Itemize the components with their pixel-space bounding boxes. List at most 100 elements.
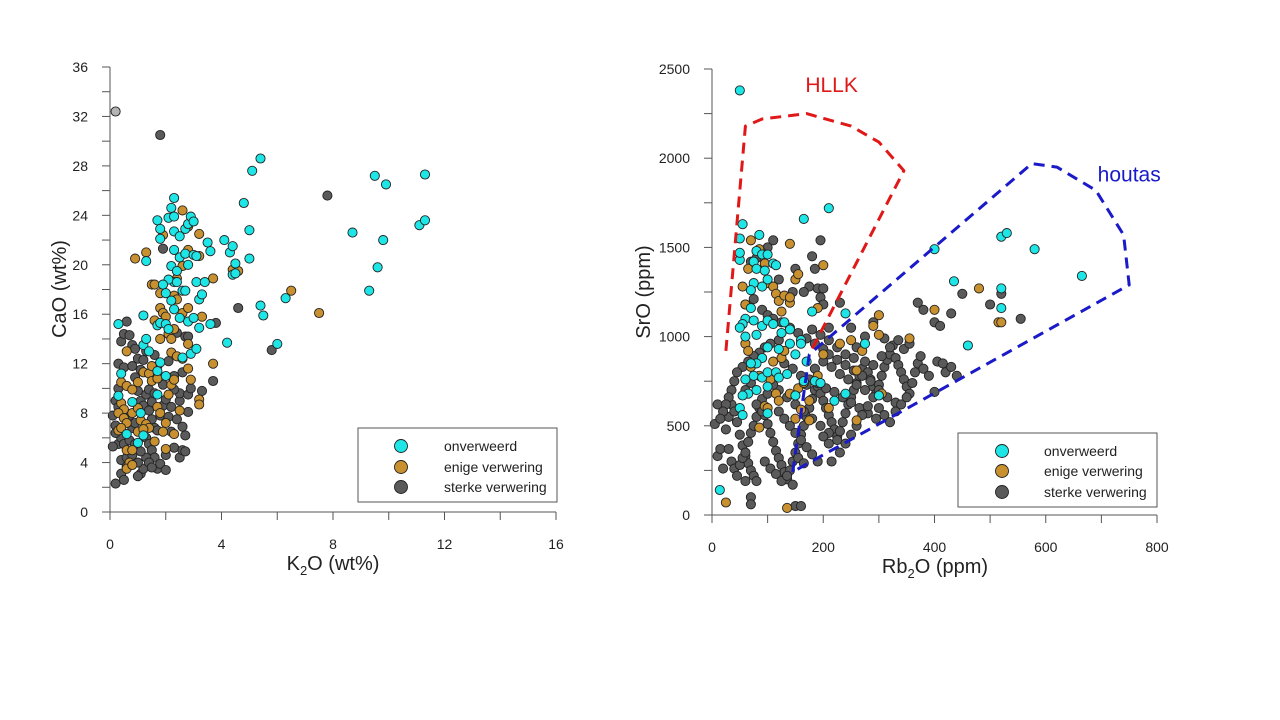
y-tick-label: 0 [80, 504, 88, 520]
data-point-onverweerd [163, 324, 174, 335]
data-point-sterke-verwering [868, 360, 879, 371]
y-tick-label: 0 [682, 507, 690, 523]
data-point-sterke-verwering [183, 406, 194, 417]
data-point-sterke-verwering [818, 283, 829, 294]
data-point-onverweerd [419, 215, 431, 226]
data-point-enige-verwering [782, 502, 793, 513]
data-point-enige-verwering [121, 346, 132, 357]
data-point-sterke-verwering [876, 370, 887, 381]
data-point-enige-verwering [790, 413, 801, 424]
right-regions [724, 112, 1131, 473]
data-point-sterke-verwering [740, 447, 751, 458]
data-point-sterke-verwering [718, 463, 729, 474]
data-point-sterke-verwering [266, 345, 277, 356]
data-point-sterke-verwering [834, 426, 845, 437]
data-point-onverweerd [762, 249, 773, 260]
legend-label-sterke-verwering: sterke verwering [1044, 484, 1147, 500]
data-point-sterke-verwering [865, 376, 876, 387]
data-point-onverweerd [748, 315, 759, 326]
data-point-enige-verwering [784, 292, 795, 303]
data-point-enige-verwering [166, 333, 177, 344]
data-point-enige-verwering [834, 338, 845, 349]
data-point-onverweerd [121, 429, 132, 440]
y-tick-label: 20 [72, 257, 88, 273]
data-point-onverweerd [157, 279, 169, 290]
data-point-sterke-verwering [807, 251, 818, 262]
data-point-sterke-verwering [946, 308, 957, 319]
data-point-sterke-verwering [734, 429, 745, 440]
data-point-enige-verwering [155, 408, 166, 419]
data-point-sterke-verwering [818, 431, 829, 442]
data-point-enige-verwering [868, 320, 879, 331]
data-point-onverweerd [219, 235, 230, 246]
data-point-sterke-verwering [196, 385, 208, 396]
data-point-onverweerd [1076, 270, 1087, 281]
data-point-sterke-verwering [912, 297, 923, 308]
data-point-sterke-verwering [815, 235, 826, 246]
data-point-onverweerd [116, 368, 127, 379]
legend-marker-onverweerd [995, 444, 1009, 458]
legend-label-onverweerd: onverweerd [444, 438, 517, 454]
y-tick-label: 8 [80, 405, 88, 421]
data-point-enige-verwering [183, 338, 194, 349]
data-point-sterke-verwering [823, 438, 834, 449]
data-point-onverweerd [1001, 228, 1012, 239]
data-point-sterke-verwering [815, 420, 826, 431]
data-point-onverweerd [740, 374, 751, 385]
data-point-sterke-verwering [720, 424, 731, 435]
data-point-sterke-verwering [155, 129, 166, 141]
data-point-sterke-verwering [807, 324, 818, 335]
data-point-onverweerd [183, 259, 194, 270]
data-point-onverweerd [372, 262, 383, 273]
data-point-sterke-verwering [985, 299, 996, 310]
data-point-onverweerd [141, 256, 152, 267]
x-axis-title-sub: 2 [300, 563, 307, 578]
data-point-onverweerd [773, 344, 784, 355]
data-point-sterke-verwering [729, 376, 740, 387]
data-point-sterke-verwering [1015, 313, 1026, 324]
data-point-onverweerd [776, 327, 787, 339]
data-point-onverweerd [745, 303, 756, 314]
data-point-onverweerd [160, 370, 171, 382]
left-ticks: 0 4 8 12 16 20 24 28 32 36 0 4 8 12 16 [72, 59, 564, 552]
data-point-enige-verwering [286, 285, 297, 296]
data-point-onverweerd [762, 274, 773, 285]
data-point-sterke-verwering [834, 447, 845, 458]
data-point-onverweerd [166, 202, 177, 213]
data-point-enige-verwering [314, 307, 325, 319]
data-point-onverweerd [748, 370, 759, 381]
x-tick-label: 8 [329, 536, 337, 552]
data-point-enige-verwering [818, 260, 829, 271]
data-point-onverweerd [177, 352, 188, 363]
data-point-sterke-verwering [846, 322, 857, 333]
data-point-sterke-verwering [723, 443, 734, 455]
data-point-sterke-verwering [768, 436, 779, 447]
data-point-sterke-verwering [923, 370, 934, 381]
data-point-sterke-verwering [918, 304, 929, 315]
y-tick-label: 24 [72, 207, 88, 223]
data-point-onverweerd [757, 281, 768, 292]
data-point-sterke-verwering [795, 501, 807, 512]
data-point-sterke-verwering [740, 476, 751, 487]
data-point-sterke-verwering [762, 418, 773, 430]
data-point-enige-verwering [846, 335, 857, 346]
data-point-onverweerd [171, 277, 182, 288]
x-axis-title-main: K [287, 553, 301, 575]
data-point-sterke-verwering [155, 458, 166, 469]
data-point-enige-verwering [141, 247, 152, 258]
data-point-onverweerd [751, 329, 762, 340]
data-point-sterke-verwering [937, 358, 948, 369]
data-point-enige-verwering [737, 281, 748, 292]
data-point-sterke-verwering [809, 263, 820, 274]
data-point-onverweerd [143, 346, 155, 357]
data-point-onverweerd [714, 484, 725, 496]
data-point-onverweerd [113, 319, 124, 330]
data-point-onverweerd [380, 179, 392, 190]
data-point-onverweerd [199, 277, 210, 288]
data-point-enige-verwering [183, 363, 194, 374]
data-point-enige-verwering [784, 238, 795, 249]
data-point-enige-verwering [177, 205, 188, 216]
data-point-onverweerd [737, 410, 748, 421]
data-point-sterke-verwering [801, 442, 812, 453]
data-point-onverweerd [113, 390, 124, 401]
